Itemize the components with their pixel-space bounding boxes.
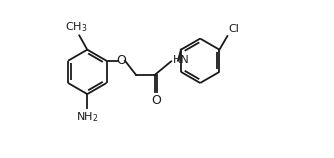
Text: O: O [116, 54, 126, 67]
Text: CH$_3$: CH$_3$ [65, 20, 87, 34]
Text: HN: HN [173, 55, 190, 65]
Text: NH$_2$: NH$_2$ [76, 110, 99, 124]
Text: Cl: Cl [228, 24, 239, 34]
Text: O: O [151, 94, 161, 107]
